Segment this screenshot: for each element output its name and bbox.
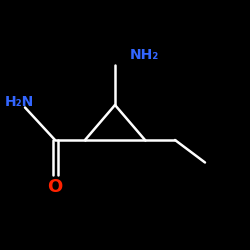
Text: H₂N: H₂N [5,96,34,110]
Text: O: O [48,178,62,196]
Text: NH₂: NH₂ [130,48,159,62]
